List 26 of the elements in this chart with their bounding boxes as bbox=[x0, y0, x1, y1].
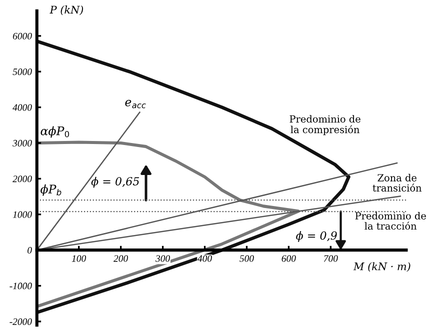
y-axis-title: P (kN) bbox=[50, 6, 84, 16]
y-tick-label: 2000 bbox=[12, 176, 32, 182]
x-tick-label: 400 bbox=[198, 255, 212, 262]
annotation: e$_{acc}$ bbox=[125, 100, 146, 108]
y-tick-label: -1000 bbox=[10, 282, 32, 290]
y-tick-label: -2000 bbox=[10, 318, 32, 325]
annotation: Predominio de la compresión bbox=[290, 115, 360, 136]
x-tick-label: 300 bbox=[155, 255, 170, 262]
x-tick-label: 600 bbox=[282, 255, 296, 262]
y-tick-label: 6000 bbox=[12, 32, 32, 40]
ref-line-label: ϕP$_{b}$ bbox=[40, 184, 62, 196]
annotation: Predominio de la tracción bbox=[355, 212, 426, 230]
y-tick-label: 5000 bbox=[12, 68, 32, 76]
x-tick-label: 200 bbox=[114, 255, 128, 262]
annotation: αϕP$_{0}$ bbox=[40, 126, 70, 138]
x-axis-title: M (kN · m) bbox=[353, 262, 410, 272]
annotation: ϕ = 0,65 bbox=[91, 176, 140, 188]
y-tick-label: 0 bbox=[28, 246, 32, 254]
y-tick-label: 4000 bbox=[12, 104, 32, 111]
y-tick-label: 1000 bbox=[12, 211, 32, 218]
x-tick-label: 700 bbox=[324, 255, 338, 262]
x-tick-label: 100 bbox=[72, 255, 86, 262]
x-tick-label: 500 bbox=[240, 255, 254, 262]
annotation: ϕ = 0,9 bbox=[296, 231, 337, 242]
y-tick-label: 3000 bbox=[12, 140, 32, 146]
annotation: Zona de transición bbox=[372, 174, 422, 192]
